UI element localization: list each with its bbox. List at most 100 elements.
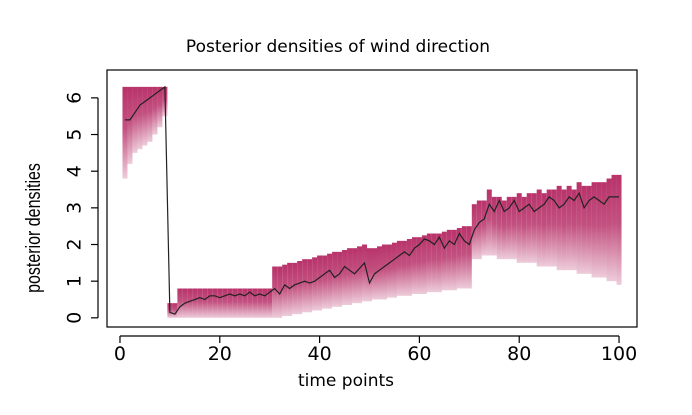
density-strip <box>481 200 487 256</box>
density-strip <box>297 261 303 315</box>
density-strip <box>376 246 382 300</box>
y-tick-label: 1 <box>64 275 86 287</box>
density-strip <box>147 86 153 142</box>
density-strip <box>262 288 268 318</box>
density-strip <box>177 288 183 318</box>
density-strip <box>521 196 527 263</box>
density-strip <box>441 231 447 291</box>
density-strip <box>307 259 313 313</box>
density-strip <box>606 178 612 282</box>
x-tick-label: 60 <box>407 343 431 365</box>
density-strip <box>381 244 387 300</box>
density-strip <box>436 233 442 293</box>
density-strip <box>401 240 407 296</box>
density-strip <box>287 262 293 317</box>
density-strip <box>421 235 427 295</box>
density-strip <box>616 174 622 285</box>
density-strip <box>466 226 472 289</box>
density-strip <box>272 266 278 318</box>
density-strip <box>456 228 462 289</box>
density-strip <box>561 189 567 271</box>
density-strip <box>217 288 223 318</box>
density-strip <box>222 288 228 318</box>
density-strip <box>157 86 163 128</box>
density-strip <box>122 86 128 179</box>
density-strip <box>486 189 492 256</box>
density-strip <box>137 86 143 150</box>
density-strip <box>232 288 238 318</box>
x-tick-label: 0 <box>114 343 126 365</box>
chart-title: Posterior densities of wind direction <box>186 37 490 57</box>
x-tick-label: 80 <box>507 343 531 365</box>
density-strip <box>132 86 138 153</box>
density-strip <box>516 193 522 263</box>
density-strip <box>591 182 597 278</box>
density-strip <box>531 193 537 263</box>
density-strip <box>576 182 582 274</box>
density-strip <box>546 189 552 267</box>
y-tick-label: 4 <box>64 165 86 177</box>
density-strip <box>566 185 572 271</box>
density-strip <box>396 240 402 296</box>
x-tick-label: 40 <box>308 343 332 365</box>
density-strip <box>352 248 358 304</box>
density-strip <box>242 288 248 318</box>
y-tick-label: 3 <box>64 202 86 214</box>
density-strip <box>152 86 158 135</box>
density-strip <box>451 229 457 291</box>
density-strip <box>601 182 607 278</box>
density-strip <box>142 86 148 146</box>
density-strip <box>446 229 452 291</box>
density-strip <box>332 251 338 307</box>
density-strip <box>416 237 422 295</box>
density-strip <box>506 196 512 260</box>
density-strip <box>367 248 372 302</box>
density-strip <box>197 288 203 318</box>
density-strip <box>426 233 432 293</box>
density-strip <box>536 189 542 267</box>
density-strip <box>357 246 363 304</box>
density-strip <box>322 255 328 309</box>
density-strip <box>526 193 532 263</box>
density-strip <box>237 288 243 318</box>
density-strip <box>292 262 298 315</box>
y-tick-label: 6 <box>64 92 86 104</box>
density-strip <box>611 174 617 282</box>
density-strip <box>581 185 587 274</box>
density-strip <box>187 288 193 318</box>
density-strip <box>327 253 333 309</box>
density-strip <box>202 288 208 318</box>
density-strip <box>362 244 368 302</box>
density-strip <box>207 288 213 318</box>
density-strip <box>431 233 437 293</box>
density-strip <box>501 200 507 260</box>
x-tick-label: 20 <box>208 343 232 365</box>
density-strip <box>247 288 253 318</box>
density-strip <box>571 189 577 271</box>
density-strip <box>511 196 517 260</box>
y-tick-label: 2 <box>64 238 86 250</box>
x-tick-label: 100 <box>601 343 637 365</box>
mean-line <box>124 85 620 315</box>
plot-box <box>106 69 638 328</box>
density-strip <box>282 264 288 317</box>
density-strip <box>411 237 417 295</box>
density-strip <box>386 244 392 298</box>
density-strip <box>347 248 353 306</box>
density-strip <box>551 189 557 267</box>
density-strip <box>461 226 467 289</box>
density-strip <box>556 185 562 271</box>
y-tick-label: 5 <box>64 128 86 140</box>
density-strip <box>302 259 308 313</box>
density-strip <box>257 288 263 318</box>
density-strip <box>476 200 482 260</box>
density-strip <box>491 196 497 256</box>
density-strip <box>342 250 348 306</box>
density-strip <box>317 255 323 311</box>
density-strip <box>127 86 133 164</box>
y-axis-label: posterior densities <box>22 163 44 293</box>
density-strip <box>212 288 218 318</box>
x-axis-label: time points <box>298 371 394 391</box>
density-strip <box>496 196 502 260</box>
